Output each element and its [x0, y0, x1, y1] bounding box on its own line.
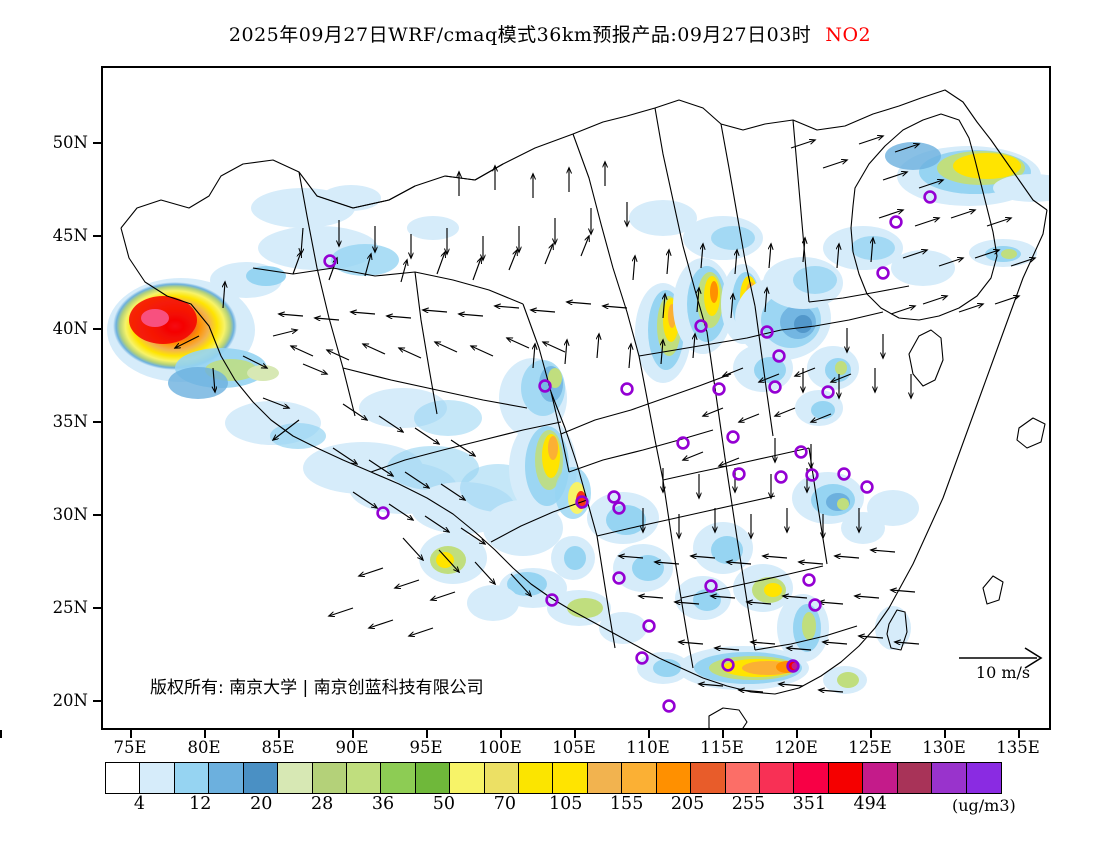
- x-tick: [352, 730, 354, 738]
- colorbar-cell-12: [519, 763, 554, 793]
- map-borders: [120, 89, 1048, 728]
- colorbar-tick-36: 36: [371, 794, 395, 814]
- colorbar-cell-11: [484, 763, 520, 793]
- colorbar-cell-6: [312, 763, 347, 793]
- colorbar-cell-20: [794, 763, 829, 793]
- y-tick: [93, 328, 101, 330]
- y-axis-label-40n: 40N: [52, 319, 88, 338]
- x-tick: [574, 730, 576, 738]
- colorbar: [105, 762, 1002, 794]
- colorbar-tick-4: 4: [133, 794, 145, 814]
- x-tick: [278, 730, 280, 738]
- map-plot-area: [101, 66, 1051, 730]
- colorbar-cell-18: [725, 763, 761, 793]
- colorbar-cell-14: [587, 763, 623, 793]
- colorbar-tick-351: 351: [792, 794, 827, 814]
- x-tick: [0, 730, 2, 738]
- colorbar-cell-10: [450, 763, 485, 793]
- wind-scale-arrow-icon: [959, 647, 1043, 669]
- colorbar-cell-13: [553, 763, 588, 793]
- colorbar-tick-labels: 4 12 20 28 36 50 70 105 155 205 255 351 494 (ug/m3): [0, 794, 1100, 820]
- colorbar-tick-20: 20: [250, 794, 273, 814]
- colorbar-cell-23: [897, 763, 933, 793]
- colorbar-cell-19: [760, 763, 795, 793]
- colorbar-cell-1: [140, 763, 175, 793]
- x-axis-label-115e: 115E: [700, 738, 744, 757]
- x-tick: [500, 730, 502, 738]
- y-axis-label-30n: 30N: [52, 505, 88, 524]
- wind-vector-field: [175, 136, 1035, 692]
- city-marker-group: [323, 190, 937, 713]
- x-axis-label-90e: 90E: [335, 738, 369, 757]
- colorbar-tick-255: 255: [731, 794, 766, 814]
- y-axis-label-20n: 20N: [52, 691, 88, 710]
- colorbar-cell-8: [381, 763, 416, 793]
- y-axis-label-35n: 35N: [52, 412, 88, 431]
- y-tick: [93, 235, 101, 237]
- colorbar-cell-25: [966, 763, 1001, 793]
- colorbar-cell-15: [622, 763, 657, 793]
- colorbar-tick-28: 28: [310, 794, 334, 814]
- copyright-notice: 版权所有: 南京大学 | 南京创蓝科技有限公司: [150, 678, 484, 698]
- x-tick: [870, 730, 872, 738]
- x-axis-label-75e: 75E: [113, 738, 147, 757]
- colorbar-tick-155: 155: [609, 794, 644, 814]
- x-axis-label-120e: 120E: [774, 738, 818, 757]
- x-axis-label-135e: 135E: [996, 738, 1040, 757]
- colorbar-cell-0: [106, 763, 141, 793]
- colorbar-tick-12: 12: [189, 794, 212, 814]
- y-axis-label-45n: 45N: [52, 226, 88, 245]
- concentration-field: [107, 142, 1049, 694]
- colorbar-cell-22: [863, 763, 898, 793]
- colorbar-cell-17: [691, 763, 726, 793]
- colorbar-cell-7: [346, 763, 382, 793]
- colorbar-cell-24: [932, 763, 967, 793]
- x-axis-label-125e: 125E: [848, 738, 892, 757]
- x-axis-label-130e: 130E: [922, 738, 966, 757]
- title-main-text: 2025年09月27日WRF/cmaq模式36km预报产品:09月27日03时: [228, 24, 812, 46]
- x-tick: [130, 730, 132, 738]
- x-tick: [796, 730, 798, 738]
- y-axis-label-25n: 25N: [52, 598, 88, 617]
- y-tick: [93, 514, 101, 516]
- colorbar-cell-5: [278, 763, 313, 793]
- x-tick: [1018, 730, 1020, 738]
- x-axis-label-95e: 95E: [409, 738, 443, 757]
- colorbar-tick-105: 105: [549, 794, 583, 814]
- colorbar-unit-label: (ug/m3): [952, 796, 1016, 815]
- y-tick: [93, 142, 101, 144]
- y-tick: [93, 607, 101, 609]
- x-axis-label-105e: 105E: [552, 738, 596, 757]
- y-tick: [93, 421, 101, 423]
- colorbar-cell-4: [243, 763, 279, 793]
- map-render-canvas: [107, 89, 1049, 728]
- x-tick: [204, 730, 206, 738]
- x-axis-label-85e: 85E: [261, 738, 295, 757]
- x-tick: [722, 730, 724, 738]
- colorbar-tick-50: 50: [432, 794, 456, 814]
- colorbar-cell-2: [174, 763, 210, 793]
- page-title: 2025年09月27日WRF/cmaq模式36km预报产品:09月27日03时 N…: [0, 20, 1100, 47]
- x-axis-label-110e: 110E: [626, 738, 670, 757]
- colorbar-cell-9: [415, 763, 451, 793]
- title-species-label: NO2: [825, 24, 872, 46]
- colorbar-cell-16: [656, 763, 692, 793]
- wind-scale-label: 10 m/s: [975, 663, 1031, 682]
- colorbar-tick-70: 70: [493, 794, 516, 814]
- x-tick: [648, 730, 650, 738]
- x-tick: [426, 730, 428, 738]
- x-axis-label-80e: 80E: [187, 738, 221, 757]
- colorbar-cell-3: [209, 763, 244, 793]
- colorbar-cell-21: [828, 763, 864, 793]
- y-axis-label-50n: 50N: [52, 133, 88, 152]
- colorbar-tick-494: 494: [853, 794, 887, 814]
- colorbar-tick-205: 205: [670, 794, 705, 814]
- x-axis-label-100e: 100E: [478, 738, 522, 757]
- y-tick: [93, 700, 101, 702]
- x-tick: [944, 730, 946, 738]
